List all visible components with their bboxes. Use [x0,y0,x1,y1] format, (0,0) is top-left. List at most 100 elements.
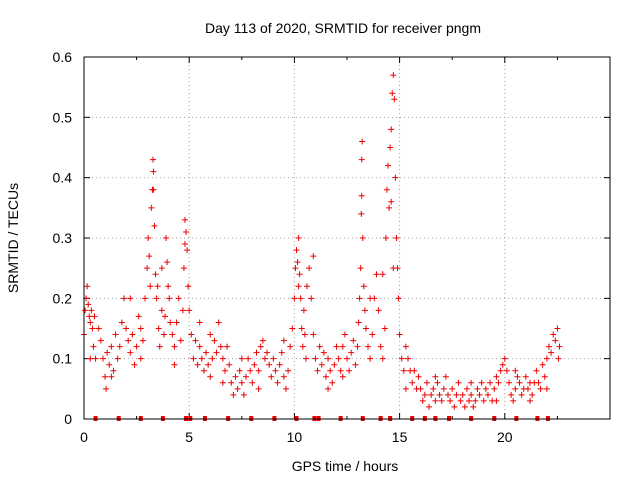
data-point [300,307,307,314]
data-point [367,295,374,302]
data-point [447,397,454,404]
data-point [543,385,550,392]
data-point [552,337,559,344]
data-point [545,343,552,350]
data-point [89,325,96,332]
data-point [295,235,302,241]
data-point [268,373,275,380]
data-point [318,361,325,368]
data-point [186,307,193,314]
data-point [415,373,422,380]
data-point [339,343,346,350]
data-point [497,367,504,374]
data-point [383,186,390,193]
data-point [295,283,302,290]
data-point [527,379,534,386]
data-point [285,367,292,374]
data-point [529,391,536,398]
data-point [310,253,317,260]
data-point [102,373,109,380]
data-point [304,283,311,290]
data-point [391,96,398,103]
data-point [325,355,332,362]
data-point [468,379,475,386]
data-point [261,355,268,362]
data-point [354,343,361,350]
data-point [539,361,546,368]
y-axis-label: SRMTID / TECUs [5,183,21,293]
data-point [146,253,153,260]
data-point [548,349,555,356]
data-point [352,361,359,368]
data-point [359,138,366,145]
data-point [400,367,407,374]
data-point [87,319,94,326]
chart-title: Day 113 of 2020, SRMTID for receiver png… [205,20,481,36]
data-point [555,355,562,362]
data-point [459,391,466,398]
data-point [514,373,521,380]
data-point [463,385,470,392]
plot-border [83,56,611,420]
data-point [484,391,491,398]
data-point [152,271,159,278]
tick-labels: 0 5 10 15 20 0 0.1 0.2 0.3 0.4 0.5 0.6 [53,49,513,445]
data-point [183,228,190,235]
data-point [148,204,155,211]
data-point [196,343,203,350]
data-point [147,283,154,290]
data-point [301,331,308,338]
data-point [291,295,298,302]
data-point [419,397,426,404]
data-point [543,355,550,362]
data-point [85,301,92,308]
data-point [162,313,169,320]
data-point [185,283,192,290]
data-point [389,90,396,97]
data-point [84,283,91,290]
data-point [428,391,435,398]
data-point [474,385,481,392]
data-point [390,72,397,79]
data-point [398,355,405,362]
data-point [510,397,517,404]
data-point [379,355,386,362]
data-point [120,295,127,302]
data-point [357,265,364,272]
data-point [177,337,184,344]
data-point [255,367,262,374]
data-point [142,295,149,302]
data-point [228,379,235,386]
data-point [153,295,160,302]
data-point [251,361,258,368]
x-tick-label: 15 [392,429,408,445]
data-point [426,403,433,410]
data-point [382,235,389,241]
data-point [129,331,136,338]
x-tick-label: 0 [80,429,88,445]
data-point [145,235,152,241]
data-point [90,343,97,350]
data-point [137,325,144,332]
data-point [276,361,283,368]
data-point [487,379,494,386]
data-point [190,355,197,362]
data-point [298,325,305,332]
data-point [367,355,374,362]
data-point [472,397,479,404]
data-point [104,349,111,356]
data-point [537,385,544,392]
data-point [127,349,134,356]
data-point [453,391,460,398]
data-point [236,367,243,374]
data-point [377,343,384,350]
data-point [554,325,561,332]
data-point [95,325,102,332]
data-point [417,385,424,392]
data-point [335,355,342,362]
data-point [179,307,186,314]
data-point [292,265,299,272]
data-point [466,397,473,404]
